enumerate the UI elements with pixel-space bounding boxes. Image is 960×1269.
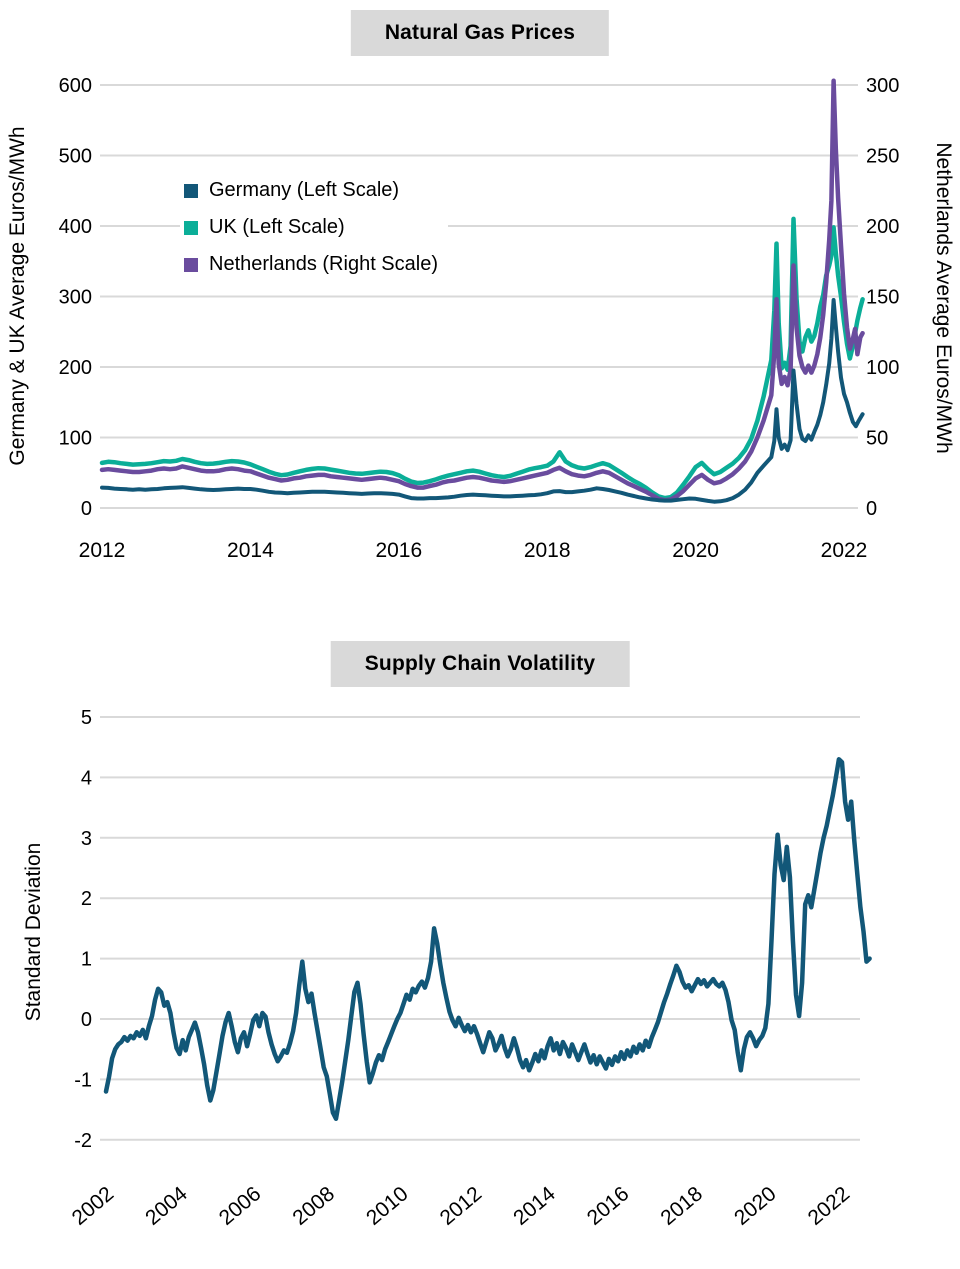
x-tick-label: 2014 [227,539,274,562]
x-tick-label: 2014 [509,1182,560,1230]
x-tick-label: 2020 [730,1182,781,1230]
legend-label-germany: Germany (Left Scale) [209,179,400,201]
y-tick-label: 4 [81,767,92,789]
series-line-germany [100,298,865,504]
y-tick-label: 3 [81,828,92,850]
right-y-tick-label: 0 [866,498,877,520]
germany-swatch-icon [184,183,198,198]
left-y-tick-label: 100 [59,428,92,450]
left-y-tick-label: 0 [81,498,92,520]
x-tick-label: 2016 [375,539,422,562]
left-y-tick-label: 400 [59,216,92,238]
left-y-tick-label: 300 [59,287,92,309]
y-tick-label: 2 [81,888,92,910]
x-tick-label: 2022 [804,1182,855,1230]
netherlands-swatch-icon [184,257,198,272]
x-tick-label: 2008 [288,1182,339,1230]
y-tick-label: 1 [81,949,92,971]
x-tick-label: 2002 [68,1182,119,1230]
x-tick-label: 2018 [656,1182,707,1230]
y-axis-title: Standard Deviation [22,843,45,1022]
series-line-netherlands [99,78,865,503]
y-tick-label: -2 [74,1130,92,1152]
gas-prices-plot: 0 100 200 300 400 500 600 0 50 100 150 200 250 300 201… [6,75,955,562]
supply-chain-plot: 5 4 3 2 1 0 -1 -2 2002 2004 2006 2008 2010 2012 2014 20… [22,707,872,1230]
left-axis-title: Germany & UK Average Euros/MWh [6,126,29,465]
right-y-tick-label: 200 [866,216,899,238]
right-y-tick-label: 100 [866,357,899,379]
x-tick-label: 2012 [79,539,126,562]
right-y-tick-label: 50 [866,428,888,450]
x-tick-label: 2016 [583,1182,634,1230]
series-line-volatility [103,757,872,1121]
y-tick-label: 5 [81,707,92,729]
uk-swatch-icon [184,220,198,235]
left-y-tick-label: 200 [59,357,92,379]
x-tick-label: 2022 [821,539,868,562]
legend-label-netherlands: Netherlands (Right Scale) [209,253,438,275]
y-tick-label: -1 [74,1069,92,1091]
supply-chain-title: Supply Chain Volatility [330,641,630,687]
x-tick-label: 2006 [215,1182,266,1230]
y-tick-label: 0 [81,1009,92,1031]
right-y-tick-label: 300 [866,75,899,97]
legend-item-germany: Germany (Left Scale) [184,172,438,209]
legend-label-uk: UK (Left Scale) [209,216,345,238]
right-axis-title: Netherlands Average Euros/MWh [932,142,955,453]
gas-prices-legend: Germany (Left Scale) UK (Left Scale) Net… [180,170,448,285]
left-y-tick-label: 600 [59,75,92,97]
legend-item-uk: UK (Left Scale) [184,209,438,246]
gas-prices-title: Natural Gas Prices [350,10,610,56]
x-tick-label: 2012 [436,1182,487,1230]
x-tick-label: 2010 [362,1182,413,1230]
legend-item-netherlands: Netherlands (Right Scale) [184,246,438,283]
x-tick-label: 2018 [524,539,571,562]
right-y-tick-label: 150 [866,287,899,309]
left-y-tick-label: 500 [59,146,92,168]
right-y-tick-label: 250 [866,146,899,168]
x-tick-label: 2004 [141,1182,192,1230]
x-tick-label: 2020 [672,539,719,562]
